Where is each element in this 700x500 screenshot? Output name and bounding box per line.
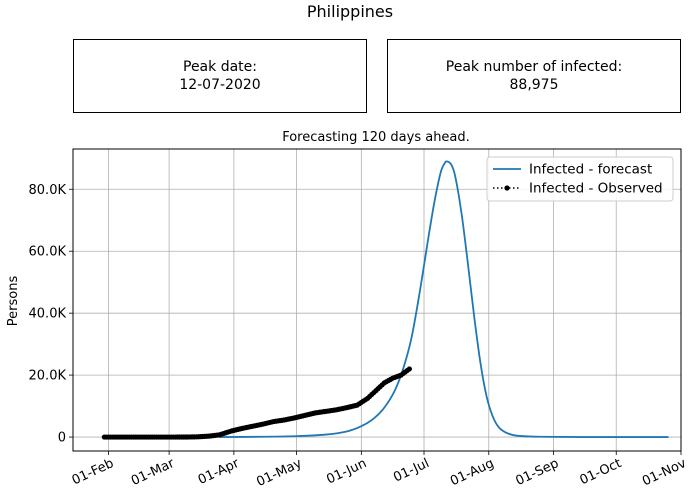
peak-date-value: 12-07-2020 [179,77,261,93]
peak-date-label: Peak date: [183,59,257,75]
y-tick-label: 40.0K [29,307,67,322]
legend-marker-observed [504,185,510,191]
y-tick-label: 0 [58,431,66,446]
chart-title: Forecasting 120 days ahead. [282,130,470,145]
x-tick-label: 01-May [254,456,304,490]
legend-label-observed: Infected - Observed [529,181,663,197]
x-tick-label: 01-Sep [513,456,561,489]
x-tick-label: 01-Nov [640,456,689,489]
x-tick-label: 01-Apr [196,456,242,488]
x-tick-label: 01-Jun [324,456,369,487]
x-tick-label: 01-Aug [448,456,496,489]
observed-point [406,366,412,372]
forecast-line [219,160,669,438]
peak-infected-label: Peak number of infected: [445,59,623,75]
legend-label-forecast: Infected - forecast [529,162,652,178]
y-tick-label: 60.0K [29,245,67,260]
x-tick-label: 01-Mar [129,456,177,489]
x-tick-label: 01-Feb [70,456,116,488]
peak-date-box: Peak date: 12-07-2020 [73,39,367,113]
series-layer [101,160,669,440]
x-tick-label: 01-Jul [391,456,431,486]
peak-infected-value: 88,975 [509,77,559,93]
legend-box [486,156,674,202]
x-tick-label: 01-Oct [578,456,624,488]
legend: Infected - forecast Infected - Observed [486,156,674,202]
y-tick-label: 20.0K [29,369,67,384]
y-axis-label: Persons [6,276,21,327]
axes: 01-Feb 01-Mar 01-Apr 01-May 01-Jun 01-Jul 01-A… [29,183,689,490]
plot-frame [72,148,682,452]
figure-title: Philippines [306,2,394,21]
y-tick-label: 80.0K [29,183,67,198]
peak-infected-box: Peak number of infected: 88,975 [387,39,681,113]
